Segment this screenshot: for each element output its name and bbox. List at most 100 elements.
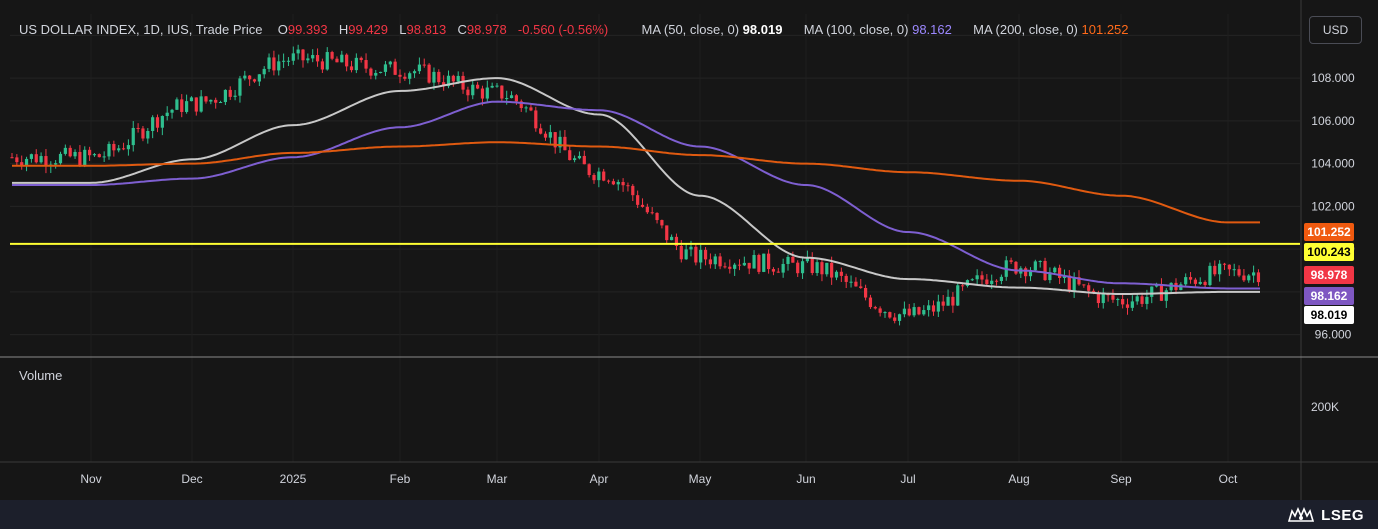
candle-body — [161, 116, 164, 128]
x-tick-label: Mar — [487, 472, 508, 486]
candle-body — [1257, 272, 1260, 282]
price-badge-label: 98.978 — [1311, 268, 1348, 282]
y-tick-label: 108.000 — [1311, 71, 1355, 85]
candle-body — [874, 307, 877, 308]
candle-body — [888, 312, 891, 317]
candle-body — [195, 97, 198, 111]
candle-body — [1237, 269, 1240, 275]
candle-body — [714, 256, 717, 264]
candle-body — [73, 152, 76, 156]
candle-body — [282, 61, 285, 62]
candle-body — [927, 305, 930, 310]
candle-body — [937, 302, 940, 312]
candle-body — [990, 281, 993, 284]
candle-body — [694, 247, 697, 263]
volume-pane-label: Volume — [19, 368, 62, 383]
candle-body — [893, 317, 896, 320]
candle-body — [369, 69, 372, 76]
candle-body — [578, 156, 581, 158]
candle-body — [709, 259, 712, 264]
candle-body — [1116, 299, 1119, 300]
candle-body — [1131, 301, 1134, 307]
candle-body — [976, 275, 979, 279]
candle-body — [932, 305, 935, 311]
candle-body — [883, 312, 886, 313]
candle-body — [316, 55, 319, 61]
candle-body — [428, 65, 431, 83]
candle-body — [665, 225, 668, 240]
candle-body — [995, 281, 998, 282]
candle-body — [374, 73, 377, 76]
change-value: -0.560 (-0.56%) — [518, 22, 608, 37]
candle-body — [1233, 269, 1236, 270]
candle-body — [1000, 277, 1003, 281]
candle-body — [699, 250, 702, 263]
candle-body — [54, 163, 57, 164]
candle-body — [466, 90, 469, 96]
candle-body — [980, 275, 983, 279]
candle-body — [1010, 260, 1013, 262]
candle-body — [413, 71, 416, 73]
candle-body — [137, 128, 140, 129]
candle-body — [243, 76, 246, 79]
candle-body — [398, 75, 401, 77]
candle-body — [777, 272, 780, 273]
candle-body — [786, 257, 789, 264]
candle-body — [728, 267, 731, 269]
candle-body — [597, 172, 600, 181]
currency-button[interactable]: USD — [1309, 16, 1362, 44]
candle-body — [452, 76, 455, 82]
chart-area[interactable]: 96.00098.000100.000102.000104.000106.000… — [0, 0, 1378, 500]
candle-body — [292, 53, 295, 60]
lseg-logo: LSEG — [1287, 506, 1364, 524]
candle-body — [151, 117, 154, 131]
ma50-line — [12, 78, 1260, 294]
candle-body — [272, 57, 275, 70]
candles — [10, 45, 1260, 326]
y-tick-label: 96.000 — [1315, 328, 1352, 342]
x-tick-label: Jun — [796, 472, 815, 486]
candle-body — [801, 261, 804, 273]
candle-body — [549, 132, 552, 138]
candle-body — [335, 59, 338, 63]
candle-body — [35, 154, 38, 162]
candle-body — [1184, 277, 1187, 284]
candle-body — [680, 246, 683, 259]
ma100-label: MA (100, close, 0) — [804, 22, 909, 37]
candle-body — [622, 182, 625, 185]
candle-body — [476, 85, 479, 89]
candle-body — [544, 134, 547, 138]
candle-body — [127, 145, 130, 149]
x-tick-label: Sep — [1110, 472, 1132, 486]
candle-body — [248, 76, 251, 80]
candle-body — [384, 64, 387, 72]
candle-body — [951, 297, 954, 306]
candle-body — [971, 279, 974, 280]
candle-body — [190, 97, 193, 101]
candle-body — [913, 307, 916, 315]
candle-body — [879, 308, 882, 312]
candle-body — [631, 186, 634, 195]
candle-body — [1111, 295, 1114, 299]
candle-body — [641, 205, 644, 207]
volume-tick-label: 200K — [1311, 400, 1339, 414]
candle-body — [1082, 284, 1085, 285]
candle-body — [1208, 266, 1211, 285]
candle-body — [1189, 277, 1192, 280]
chart-legend: US DOLLAR INDEX, 1D, IUS, Trade Price O9… — [19, 22, 1129, 40]
candle-body — [816, 262, 819, 273]
candle-body — [655, 213, 658, 220]
candle-body — [238, 78, 241, 95]
candle-body — [457, 76, 460, 82]
candle-body — [321, 61, 324, 69]
candle-body — [646, 207, 649, 212]
ma100-value: 98.162 — [912, 22, 952, 37]
candle-body — [253, 79, 256, 81]
candle-body — [156, 117, 159, 127]
candle-body — [69, 148, 72, 156]
price-chart[interactable]: 96.00098.000100.000102.000104.000106.000… — [0, 0, 1378, 500]
candle-body — [170, 110, 173, 113]
candle-body — [364, 60, 367, 69]
candle-body — [762, 254, 765, 272]
candle-body — [752, 255, 755, 269]
